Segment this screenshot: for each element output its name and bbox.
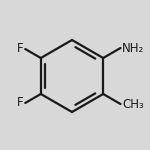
Text: CH₃: CH₃ (122, 98, 144, 111)
Text: F: F (17, 42, 24, 56)
Text: NH₂: NH₂ (122, 42, 144, 54)
Text: F: F (17, 96, 24, 110)
